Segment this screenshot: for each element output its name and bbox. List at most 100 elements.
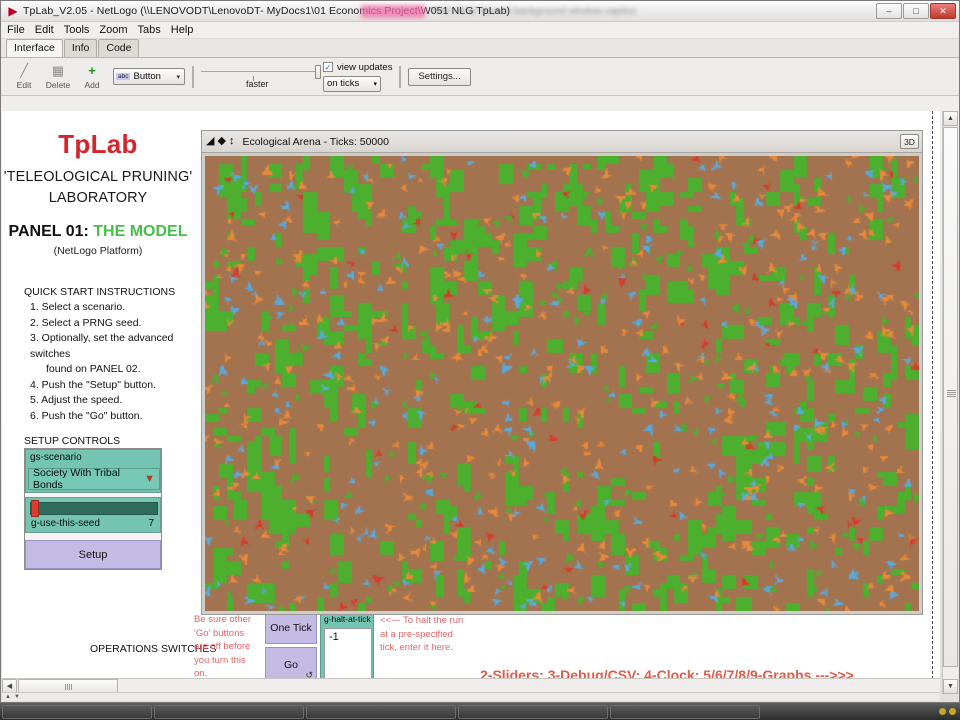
scroll-up-arrow-icon[interactable]: ▲ [943, 111, 958, 126]
halt-at-tick-input[interactable]: -1 [324, 628, 372, 680]
lab-subtitle: 'TELEOLOGICAL PRUNING' LABORATORY [2, 167, 194, 209]
page-title: TpLab [58, 129, 138, 159]
go-button[interactable]: Go ↺ [265, 647, 317, 683]
panel-heading: PANEL 01: THE MODEL [2, 223, 194, 241]
menu-item-tabs[interactable]: Tabs [137, 24, 161, 36]
vertical-scroll-grip [947, 390, 956, 397]
instruction-step-3-cont: found on PANEL 02. [46, 363, 141, 375]
arena-canvas[interactable] [205, 156, 919, 611]
edit-tool-label: Edit [16, 79, 32, 90]
tab-info[interactable]: Info [63, 39, 98, 57]
go-button-label: Go [283, 659, 298, 671]
taskbar-item-2[interactable] [154, 704, 304, 719]
toggle-3d-button[interactable]: 3D [900, 134, 919, 149]
update-mode-value: on ticks [327, 78, 360, 89]
scroll-down-arrow-icon[interactable]: ▼ [943, 679, 958, 694]
updown-icon[interactable]: ↕ [228, 135, 235, 147]
toolbar: ╱ Edit ▦ Delete + Add abc Button ▾ f [1, 58, 959, 96]
seed-slider-label: g-use-this-seed [31, 518, 100, 529]
seed-slider-value: 7 [148, 518, 154, 529]
instruction-step-3: 3. Optionally, set the advanced switches [30, 332, 174, 360]
world-view-title: Ecological Arena - Ticks: 50000 [242, 135, 389, 148]
operations-switches-label: OPERATIONS SWITCHES [90, 643, 217, 655]
system-tray[interactable] [939, 708, 960, 715]
netlogo-window: ▶ TpLab_V2.05 - NetLogo (\\LENOVODT\Leno… [0, 0, 960, 703]
menubar[interactable]: File Edit Tools Zoom Tabs Help [1, 22, 959, 39]
world-view[interactable]: ◢ ◆ ↕ Ecological Arena - Ticks: 50000 3D [201, 130, 923, 615]
speed-track [201, 70, 319, 72]
netlogo-logo-icon: ▶ [8, 4, 18, 18]
update-mode-dropdown[interactable]: on ticks ▾ [323, 75, 381, 92]
tab-code[interactable]: Code [98, 39, 140, 57]
desktop-taskbar[interactable] [0, 703, 960, 720]
horizontal-scrollbar[interactable]: ◀ [2, 678, 940, 693]
settings-button[interactable]: Settings... [408, 67, 471, 86]
statusbar-up-icon: ▲ [5, 694, 11, 700]
widget-type-dropdown[interactable]: abc Button ▾ [113, 68, 185, 85]
redacted-highlight [361, 5, 425, 18]
platform-note: (NetLogo Platform) [53, 245, 143, 257]
maximize-button[interactable]: □ [903, 3, 929, 19]
minimize-button[interactable]: – [876, 3, 902, 19]
taskbar-item-5[interactable] [610, 704, 760, 719]
close-button[interactable]: ✕ [930, 3, 956, 19]
statusbar: ▲ ▼ [2, 692, 940, 701]
seed-slider[interactable]: g-use-this-seed 7 [25, 497, 161, 533]
one-tick-button[interactable]: One Tick [265, 611, 317, 644]
instruction-step-4: 4. Push the "Setup" button. [30, 378, 156, 391]
chevron-down-icon-2: ▾ [373, 80, 377, 88]
speed-center-tick [253, 75, 254, 81]
halt-at-tick-label: g-halt-at-tick [324, 614, 371, 624]
pencil-icon: ╱ [20, 63, 28, 78]
scenario-chooser-value: Society With Tribal Bonds [33, 467, 120, 491]
resize-icon[interactable]: ◢ [206, 135, 215, 147]
view-updates-row[interactable]: ✓ view updates [323, 62, 392, 73]
interface-canvas: TpLab 'TELEOLOGICAL PRUNING' LABORATORY … [2, 111, 940, 694]
tray-icon-1[interactable] [939, 708, 946, 715]
vertical-scroll-thumb[interactable] [943, 127, 958, 667]
taskbar-item-1[interactable] [2, 704, 152, 719]
trash-icon: ▦ [51, 63, 65, 78]
tab-interface[interactable]: Interface [6, 39, 63, 57]
world-view-controls[interactable]: ◢ ◆ ↕ [206, 136, 234, 147]
statusbar-down-icon: ▼ [13, 694, 20, 700]
panel-prefix: PANEL 01: [8, 223, 89, 240]
edit-tool-button[interactable]: ╱ Edit [7, 63, 41, 90]
menu-item-tools[interactable]: Tools [63, 24, 90, 36]
shape-icon[interactable]: ◆ [217, 135, 226, 147]
menu-item-edit[interactable]: Edit [34, 24, 54, 36]
scenario-chooser-label: gs-scenario [30, 452, 82, 463]
ecological-arena[interactable] [205, 156, 919, 611]
setup-button[interactable]: Setup [25, 540, 161, 569]
tray-icon-2[interactable] [949, 708, 956, 715]
scenario-chooser-value-box[interactable]: Society With Tribal Bonds ▼ [28, 467, 160, 491]
menu-item-help[interactable]: Help [170, 24, 194, 36]
menu-item-file[interactable]: File [7, 24, 25, 36]
add-tool-button[interactable]: + Add [75, 64, 109, 90]
halt-at-tick-widget[interactable]: g-halt-at-tick -1 [320, 611, 374, 683]
forever-loop-icon: ↺ [305, 670, 313, 680]
tabrow[interactable]: Interface Info Code [1, 39, 959, 58]
taskbar-item-3[interactable] [306, 704, 456, 719]
scenario-chooser[interactable]: gs-scenario Society With Tribal Bonds ▼ [25, 449, 161, 493]
toolbar-divider-1 [192, 65, 194, 88]
menu-item-zoom[interactable]: Zoom [99, 24, 128, 36]
taskbar-item-4[interactable] [458, 704, 608, 719]
window-titlebar: ▶ TpLab_V2.05 - NetLogo (\\LENOVODT\Leno… [1, 1, 959, 22]
window-controls[interactable]: – □ ✕ [876, 3, 956, 19]
view-updates-checkbox[interactable]: ✓ [323, 62, 333, 72]
delete-tool-button[interactable]: ▦ Delete [41, 63, 75, 90]
world-boundary-line [932, 111, 933, 694]
speed-thumb[interactable] [315, 64, 321, 79]
go-warning-note: Be sure other 'Go' buttons are off befor… [194, 614, 252, 679]
horizontal-scroll-thumb[interactable] [18, 679, 118, 693]
vertical-scrollbar[interactable]: ▲ ▼ [942, 111, 958, 694]
speed-slider[interactable]: faster [201, 62, 321, 92]
scroll-left-arrow-icon[interactable]: ◀ [2, 679, 17, 693]
view-updates-group: ✓ view updates on ticks ▾ [323, 62, 392, 92]
seed-slider-track [30, 502, 158, 515]
seed-slider-thumb[interactable] [31, 500, 39, 517]
chevron-down-icon-3: ▼ [144, 472, 155, 485]
world-view-header: ◢ ◆ ↕ Ecological Arena - Ticks: 50000 3D [202, 131, 922, 153]
